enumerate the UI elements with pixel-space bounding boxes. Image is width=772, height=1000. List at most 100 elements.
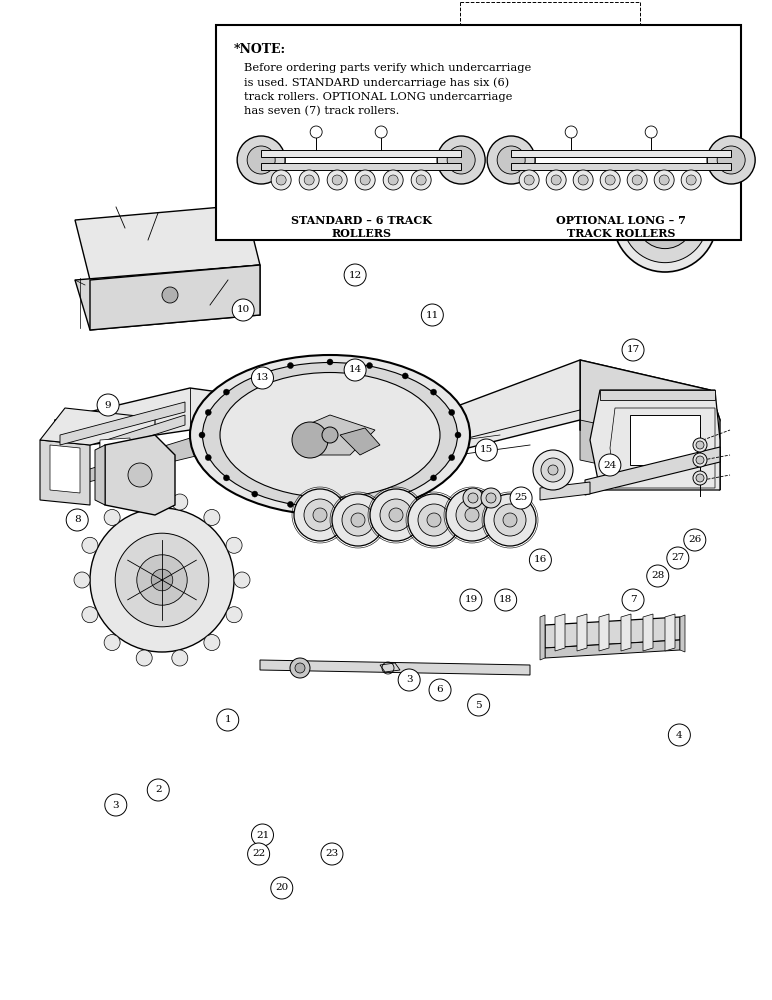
Circle shape: [204, 635, 220, 651]
Polygon shape: [100, 415, 185, 452]
Polygon shape: [90, 265, 260, 330]
Circle shape: [247, 146, 275, 174]
Circle shape: [494, 504, 526, 536]
Text: 7: 7: [630, 595, 636, 604]
Text: 23: 23: [325, 850, 339, 858]
Text: 6: 6: [437, 686, 443, 694]
Circle shape: [413, 118, 421, 126]
Circle shape: [693, 471, 707, 485]
Circle shape: [370, 489, 422, 541]
Circle shape: [380, 499, 412, 531]
Circle shape: [321, 843, 343, 865]
Polygon shape: [540, 615, 545, 660]
Polygon shape: [599, 614, 609, 651]
Circle shape: [351, 513, 365, 527]
Circle shape: [104, 635, 120, 651]
Polygon shape: [643, 614, 653, 651]
Circle shape: [402, 491, 408, 497]
Polygon shape: [55, 435, 200, 490]
Polygon shape: [590, 390, 720, 490]
Circle shape: [237, 136, 285, 184]
Circle shape: [327, 170, 347, 190]
Circle shape: [693, 453, 707, 467]
Circle shape: [389, 508, 403, 522]
Circle shape: [605, 175, 615, 185]
Text: 1: 1: [225, 716, 231, 724]
Polygon shape: [595, 218, 603, 230]
Circle shape: [495, 589, 516, 611]
Circle shape: [654, 209, 676, 231]
Circle shape: [74, 572, 90, 588]
Text: STANDARD – 6 TRACK
ROLLERS: STANDARD – 6 TRACK ROLLERS: [291, 215, 432, 239]
Circle shape: [271, 170, 291, 190]
Circle shape: [332, 175, 342, 185]
Circle shape: [252, 491, 258, 497]
Polygon shape: [575, 218, 583, 230]
Polygon shape: [610, 219, 618, 224]
Polygon shape: [55, 360, 720, 460]
Circle shape: [66, 509, 88, 531]
Text: 28: 28: [651, 572, 665, 580]
Circle shape: [172, 494, 188, 510]
Circle shape: [510, 487, 532, 509]
Circle shape: [573, 170, 593, 190]
Circle shape: [429, 679, 451, 701]
Text: 3: 3: [406, 676, 412, 684]
Circle shape: [128, 463, 152, 487]
Circle shape: [667, 547, 689, 569]
Circle shape: [90, 508, 234, 652]
Circle shape: [460, 589, 482, 611]
Circle shape: [199, 432, 205, 438]
Text: 13: 13: [256, 373, 269, 382]
Polygon shape: [105, 435, 175, 515]
Circle shape: [205, 455, 212, 461]
Polygon shape: [261, 163, 461, 170]
Circle shape: [627, 170, 647, 190]
Circle shape: [707, 136, 755, 184]
Ellipse shape: [202, 362, 458, 508]
Circle shape: [226, 537, 242, 553]
Circle shape: [600, 170, 620, 190]
Circle shape: [391, 118, 399, 126]
Circle shape: [136, 650, 152, 666]
Text: Before ordering parts verify which undercarriage
is used. STANDARD undercarriage: Before ordering parts verify which under…: [244, 63, 531, 116]
Circle shape: [398, 669, 420, 691]
Circle shape: [327, 359, 333, 365]
Polygon shape: [665, 614, 675, 651]
Circle shape: [463, 488, 483, 508]
Circle shape: [162, 287, 178, 303]
Circle shape: [402, 373, 408, 379]
Text: 22: 22: [252, 850, 266, 858]
Text: 24: 24: [603, 460, 617, 470]
Circle shape: [327, 505, 333, 511]
Circle shape: [367, 501, 373, 507]
Circle shape: [418, 504, 450, 536]
Circle shape: [431, 475, 436, 481]
Circle shape: [115, 533, 208, 627]
Circle shape: [344, 359, 366, 381]
Circle shape: [383, 170, 403, 190]
Circle shape: [205, 409, 212, 415]
Circle shape: [484, 494, 536, 546]
Polygon shape: [555, 218, 563, 230]
Circle shape: [287, 363, 293, 369]
Circle shape: [449, 409, 455, 415]
Circle shape: [632, 175, 642, 185]
Circle shape: [304, 175, 314, 185]
Circle shape: [292, 422, 328, 458]
Circle shape: [519, 170, 539, 190]
Circle shape: [486, 493, 496, 503]
Circle shape: [613, 168, 717, 272]
Circle shape: [686, 175, 696, 185]
Circle shape: [541, 458, 565, 482]
Circle shape: [431, 389, 436, 395]
Text: 5: 5: [476, 700, 482, 710]
Circle shape: [481, 488, 501, 508]
Circle shape: [332, 494, 384, 546]
Circle shape: [367, 363, 373, 369]
Circle shape: [468, 694, 489, 716]
Polygon shape: [261, 150, 461, 157]
Text: 2: 2: [155, 786, 161, 794]
Text: 19: 19: [464, 595, 478, 604]
Circle shape: [217, 709, 239, 731]
